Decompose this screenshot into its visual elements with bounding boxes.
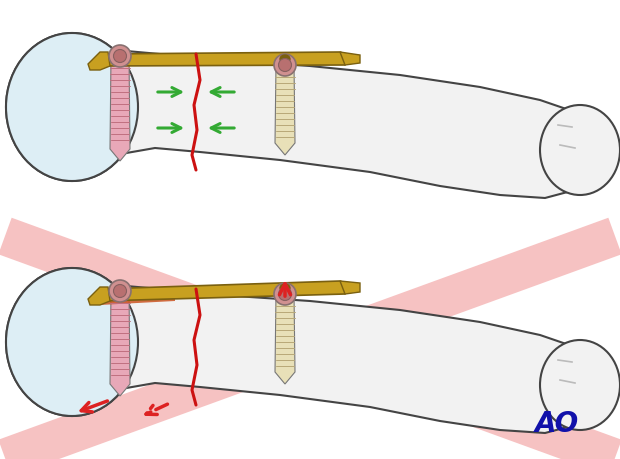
Circle shape (109, 280, 131, 302)
Polygon shape (88, 287, 110, 305)
Polygon shape (340, 52, 360, 65)
Circle shape (109, 45, 131, 67)
Circle shape (278, 58, 291, 72)
Ellipse shape (540, 105, 620, 195)
Text: AO: AO (535, 410, 579, 438)
Circle shape (113, 50, 126, 62)
Polygon shape (100, 281, 350, 301)
Polygon shape (88, 52, 110, 70)
Polygon shape (115, 285, 608, 433)
Polygon shape (115, 50, 608, 198)
Ellipse shape (280, 284, 290, 292)
Polygon shape (100, 295, 175, 305)
Polygon shape (275, 65, 295, 155)
Circle shape (113, 285, 126, 297)
Polygon shape (275, 294, 295, 384)
Ellipse shape (6, 268, 138, 416)
Ellipse shape (540, 340, 620, 430)
Ellipse shape (6, 33, 138, 181)
Polygon shape (100, 52, 350, 66)
Ellipse shape (6, 33, 138, 181)
Circle shape (278, 287, 291, 301)
Ellipse shape (280, 55, 290, 63)
Ellipse shape (6, 268, 138, 416)
Circle shape (274, 283, 296, 305)
Polygon shape (340, 281, 360, 294)
Polygon shape (110, 291, 130, 396)
Circle shape (274, 54, 296, 76)
Polygon shape (110, 56, 130, 161)
